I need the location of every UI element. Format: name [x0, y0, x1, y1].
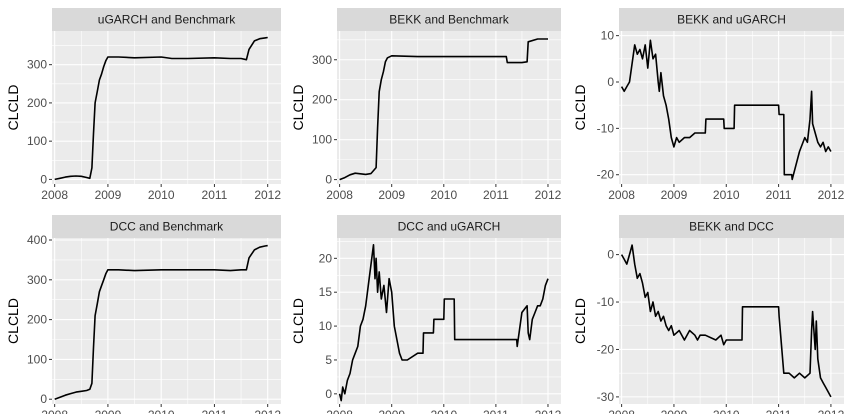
facet-strip [52, 215, 281, 238]
x-tick-label: 2011 [202, 188, 228, 202]
x-tick-label: 2008 [326, 408, 353, 414]
x-tick-label: 2009 [661, 188, 688, 202]
y-tick-label: 300 [312, 53, 332, 67]
facet-strip [52, 8, 281, 31]
y-tick-label: 10 [319, 319, 333, 333]
facet-title: DCC and uGARCH [398, 220, 501, 234]
facet-2: BEKK and Benchmark 2008 2009 2010 2011 2012 0 1… [290, 8, 562, 202]
y-tick-label: 0 [325, 173, 332, 187]
y-tick-label: 0 [40, 392, 47, 406]
facet-5: DCC and uGARCH 2008 2009 2010 2011 2012 0 5 10 15… [290, 215, 562, 414]
facet-title: DCC and Benchmark [110, 220, 224, 234]
y-tick-label: 0 [607, 75, 614, 89]
x-tick-label: 2008 [41, 188, 68, 202]
x-tick-label: 2008 [326, 188, 353, 202]
x-tick-label: 2009 [378, 408, 405, 414]
x-tick-label: 2009 [95, 408, 122, 414]
x-tick-label: 2012 [535, 188, 562, 202]
x-tick-label: 2010 [148, 408, 175, 414]
series-line [620, 244, 832, 398]
y-tick-label: 10 [601, 29, 615, 43]
x-tick-label: 2009 [661, 408, 688, 414]
y-tick-label: 400 [27, 233, 47, 247]
x-tick-label: 2012 [254, 188, 281, 202]
x-tick-label: 2008 [608, 188, 635, 202]
x-tick-label: 2011 [483, 188, 509, 202]
x-tick-label: 2010 [430, 408, 457, 414]
y-tick-label: 0 [325, 387, 332, 401]
x-tick-label: 2011 [766, 408, 792, 414]
facet-6: BEKK and DCC 2008 2009 2010 2011 2012 -30 -20 -1… [572, 215, 845, 414]
x-tick-label: 2012 [818, 408, 845, 414]
x-tick-label: 2009 [378, 188, 405, 202]
y-tick-label: -10 [597, 121, 615, 135]
facet-strip [337, 215, 561, 238]
facet-1: uGARCH and Benchmark 2008 2009 2010 2011 2012… [5, 8, 281, 202]
x-tick-label: 2008 [41, 408, 68, 414]
x-tick-label: 2012 [254, 408, 281, 414]
facet-title: BEKK and Benchmark [389, 13, 509, 27]
panel-background [619, 238, 844, 404]
y-tick-label: 0 [40, 172, 47, 186]
y-tick-label: -10 [597, 295, 615, 309]
x-tick-label: 2012 [535, 408, 562, 414]
y-tick-label: 100 [27, 352, 47, 366]
x-tick-label: 2010 [430, 188, 457, 202]
x-tick-label: 2010 [148, 188, 175, 202]
y-tick-label: 200 [27, 313, 47, 327]
y-tick-label: 0 [607, 248, 614, 262]
y-tick-label: 200 [27, 96, 47, 110]
x-tick-label: 2010 [713, 408, 740, 414]
y-tick-label: 300 [27, 273, 47, 287]
y-tick-label: 5 [325, 353, 332, 367]
series-line [339, 38, 548, 181]
facet-strip [337, 8, 561, 31]
series-line [338, 244, 549, 402]
facet-4: DCC and Benchmark 2008 2009 2010 2011 2012 0 10… [5, 215, 281, 414]
y-tick-label: 100 [312, 133, 332, 147]
y-axis-title: CLCLD [290, 85, 306, 131]
y-tick-label: 300 [27, 58, 47, 72]
y-tick-label: 200 [312, 93, 332, 107]
facet-title: BEKK and uGARCH [677, 13, 786, 27]
facet-strip [619, 215, 844, 238]
x-tick-label: 2011 [483, 408, 509, 414]
y-tick-label: 100 [27, 134, 47, 148]
facet-title: BEKK and DCC [689, 220, 774, 234]
facet-title: uGARCH and Benchmark [98, 13, 236, 27]
y-axis-title: CLCLD [572, 85, 588, 131]
x-tick-label: 2009 [95, 188, 122, 202]
facet-3: BEKK and uGARCH 2008 2009 2010 2011 2012 -20 -1… [572, 8, 845, 202]
y-axis-title: CLCLD [290, 298, 306, 344]
y-tick-label: 20 [319, 251, 333, 265]
x-tick-label: 2011 [202, 408, 228, 414]
series-line [54, 244, 268, 400]
series-line [54, 36, 268, 181]
panel-background [52, 238, 281, 404]
x-tick-label: 2011 [766, 188, 792, 202]
y-tick-label: 15 [319, 285, 333, 299]
y-tick-label: -20 [597, 342, 615, 356]
y-axis-title: CLCLD [5, 85, 21, 131]
y-axis-title: CLCLD [572, 298, 588, 344]
panel-background [52, 31, 281, 184]
facet-strip [619, 8, 844, 31]
series-line [620, 39, 832, 181]
y-axis-title: CLCLD [5, 298, 21, 344]
x-tick-label: 2012 [818, 188, 845, 202]
y-tick-label: -30 [597, 390, 615, 404]
x-tick-label: 2008 [608, 408, 635, 414]
x-tick-label: 2010 [713, 188, 740, 202]
y-tick-label: -20 [597, 168, 615, 182]
